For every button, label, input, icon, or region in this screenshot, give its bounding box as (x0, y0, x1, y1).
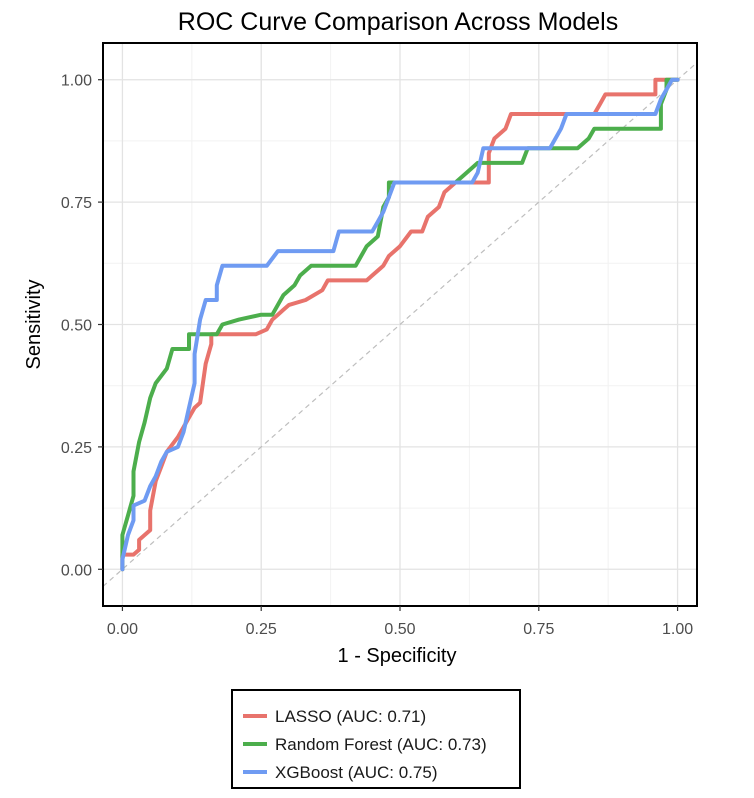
x-tick-label: 1.00 (662, 621, 693, 638)
y-axis-label: Sensitivity (23, 279, 45, 369)
reference-diagonal-line (102, 62, 698, 587)
x-axis-label: 1 - Specificity (338, 645, 457, 667)
roc-line-1 (120, 77, 680, 572)
chart-title: ROC Curve Comparison Across Models (178, 8, 618, 36)
y-tick-label: 0.75 (61, 195, 92, 212)
y-tick-label: 0.00 (61, 562, 92, 579)
legend-label-1: Random Forest (AUC: 0.73) (275, 735, 487, 754)
legend-box (231, 689, 521, 789)
legend-label-0: LASSO (AUC: 0.71) (275, 707, 426, 726)
x-tick-label: 0.50 (384, 621, 415, 638)
legend-label-2: XGBoost (AUC: 0.75) (275, 763, 438, 782)
x-tick-label: 0.00 (107, 621, 138, 638)
y-tick-label: 0.50 (61, 318, 92, 335)
roc-line-2 (120, 77, 680, 572)
y-tick-label: 1.00 (61, 73, 92, 90)
x-tick-label: 0.75 (523, 621, 554, 638)
x-tick-label: 0.25 (246, 621, 277, 638)
y-tick-label: 0.25 (61, 440, 92, 457)
